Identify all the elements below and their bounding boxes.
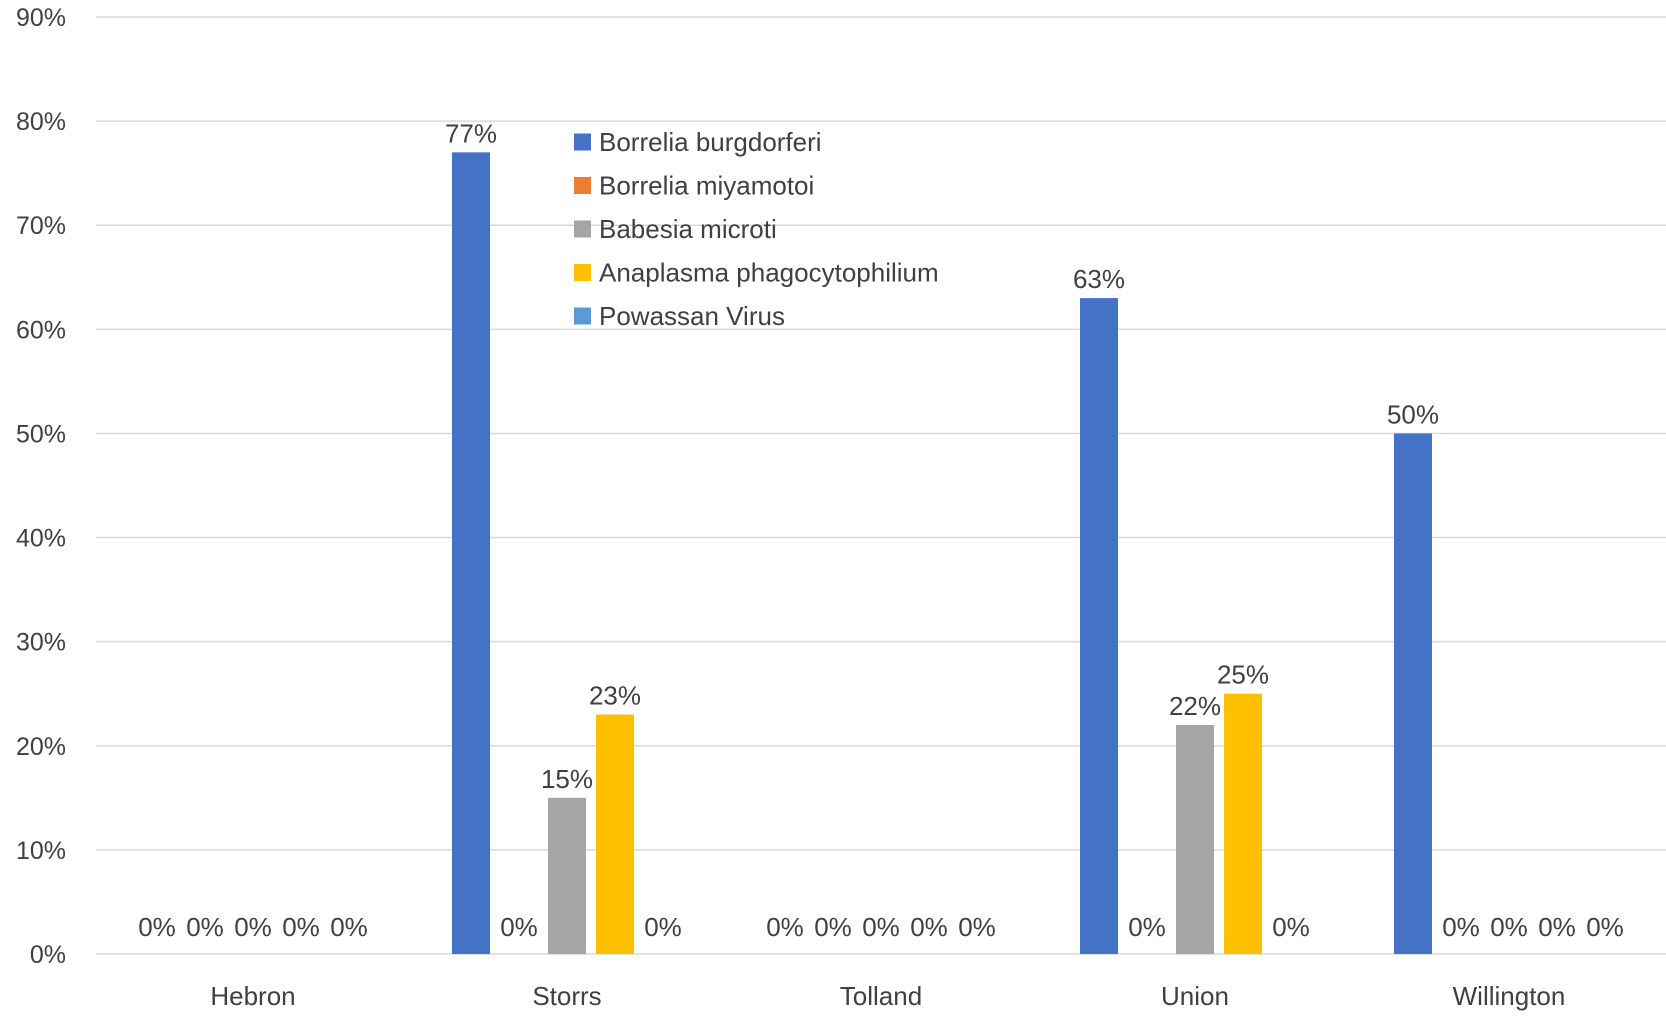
data-label: 22% [1169,691,1221,721]
gridlines [96,16,1666,955]
legend-swatch [574,307,591,325]
y-tick-label: 80% [16,108,66,136]
data-label: 0% [282,912,320,942]
legend-label: Babesia microti [599,214,777,244]
y-tick-label: 0% [30,941,66,969]
data-label: 0% [958,912,996,942]
data-label: 0% [644,912,682,942]
data-label: 0% [138,912,176,942]
data-label: 0% [330,912,368,942]
bar [1176,724,1214,954]
data-label: 77% [445,118,497,148]
data-label: 63% [1073,264,1125,294]
legend-swatch [574,177,591,194]
data-label: 15% [541,764,593,794]
legend-label: Anaplasma phagocytophilium [599,258,939,288]
data-labels: 0% 0% 0% 0% 0% 77% 0% 15% 23% 0% 0% 0% 0% 0% 0% 63% 0% 22… [138,118,1624,942]
bar [548,797,586,954]
data-label: 50% [1387,399,1439,429]
data-label: 0% [814,912,852,942]
y-tick-label: 90% [16,4,66,32]
bar [1080,298,1118,955]
x-axis-category-labels: Hebron Storrs Tolland Union Willington [210,981,1565,1011]
bar [596,714,634,954]
x-category-label: Willington [1453,981,1566,1011]
y-tick-label: 10% [16,837,66,865]
data-label: 0% [186,912,224,942]
legend-label: Borrelia burgdorferi [599,127,822,157]
x-category-label: Storrs [532,981,601,1011]
legend: Borrelia burgdorferi Borrelia miyamotoi Ba… [574,127,939,331]
data-label: 0% [234,912,272,942]
legend-swatch [574,133,591,151]
bar [1394,433,1432,954]
y-tick-label: 20% [16,733,66,761]
legend-label: Borrelia miyamotoi [599,171,814,201]
data-label: 0% [1128,912,1166,942]
data-label: 0% [766,912,804,942]
x-category-label: Hebron [210,981,295,1011]
data-label: 0% [1272,912,1310,942]
legend-swatch [574,220,591,238]
data-label: 23% [589,681,641,711]
bar [1224,693,1262,954]
y-axis-tick-labels: 0% 10% 20% 30% 40% 50% 60% 70% 80% 90% [16,4,66,969]
x-category-label: Union [1161,981,1229,1011]
y-tick-label: 40% [16,525,66,553]
data-label: 0% [1586,912,1624,942]
y-tick-label: 50% [16,420,66,448]
y-tick-label: 70% [16,212,66,240]
legend-swatch [574,264,591,281]
data-label: 0% [1442,912,1480,942]
x-category-label: Tolland [840,981,922,1011]
y-tick-label: 30% [16,629,66,657]
legend-label: Powassan Virus [599,301,785,331]
y-tick-label: 60% [16,316,66,344]
data-label: 0% [910,912,948,942]
data-label: 0% [862,912,900,942]
data-label: 0% [500,912,538,942]
data-label: 0% [1538,912,1576,942]
data-label: 25% [1217,660,1269,690]
bar [452,152,490,954]
bars [452,152,1432,955]
data-label: 0% [1490,912,1528,942]
